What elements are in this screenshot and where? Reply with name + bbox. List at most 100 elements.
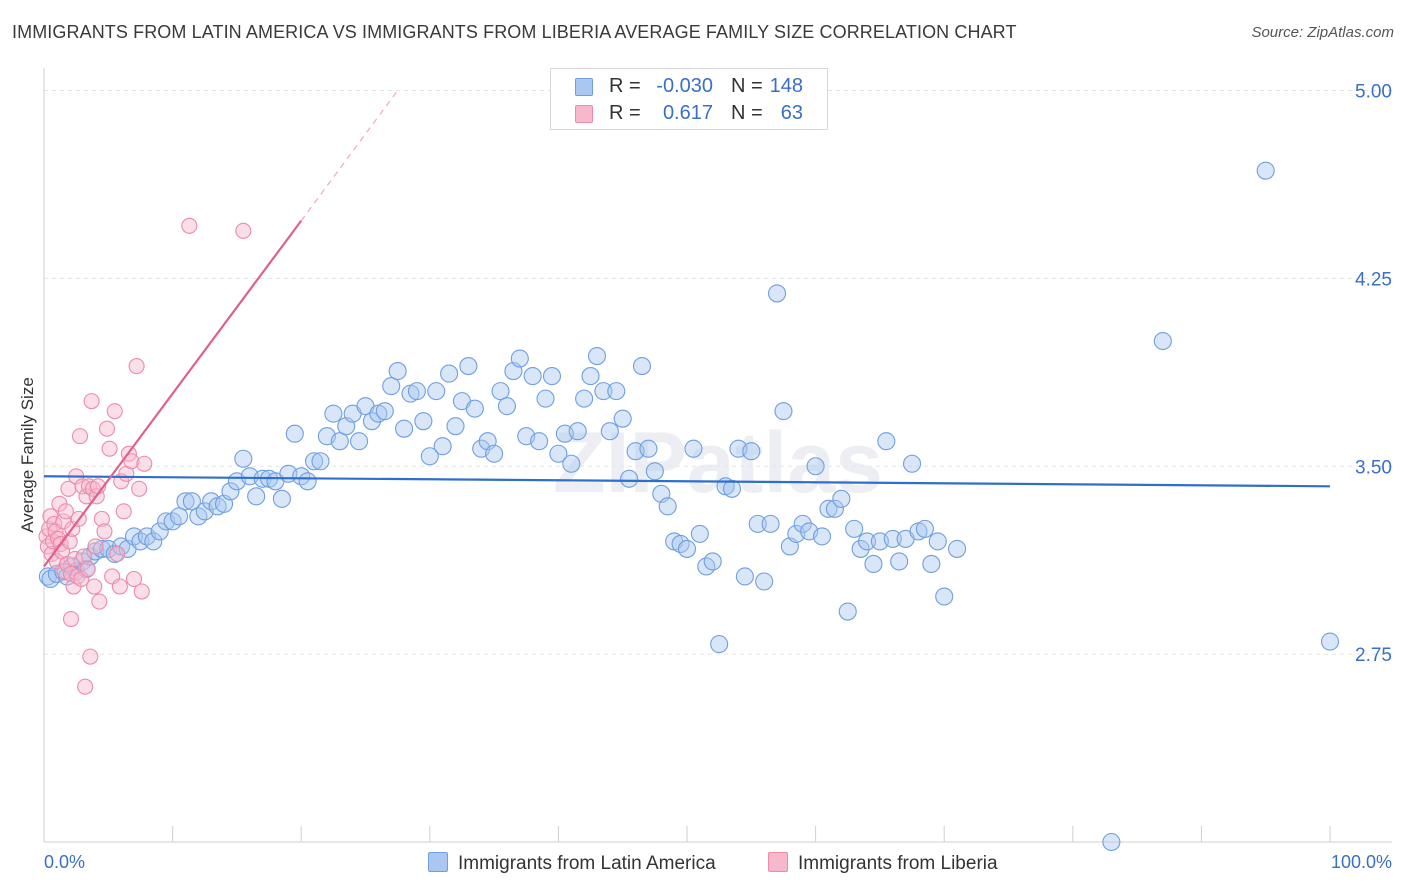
point-0-127 (838, 602, 857, 621)
point-0-102 (677, 539, 697, 558)
point-0-99 (658, 497, 677, 516)
trend-lines (43, 90, 1331, 568)
point-1-41 (91, 593, 108, 610)
legend-row-liberia: R = 0.617 N = 63 (551, 100, 827, 128)
point-0-19 (144, 532, 163, 551)
point-0-65 (440, 364, 459, 383)
point-1-58 (133, 583, 150, 600)
r-label: R = (609, 75, 641, 97)
gridlines (44, 90, 1392, 655)
point-1-45 (101, 440, 118, 457)
point-0-91 (607, 382, 626, 401)
point-0-51 (350, 432, 369, 451)
legend-swatch-liberia (768, 852, 788, 872)
point-1-35 (83, 393, 100, 410)
point-0-106 (703, 552, 722, 571)
point-0-31 (221, 482, 240, 501)
point-0-139 (915, 519, 934, 538)
trend-line-extension-1 (300, 90, 399, 222)
r-label: R = (609, 102, 641, 124)
point-0-135 (890, 552, 909, 571)
r-value: -0.030 (656, 75, 713, 97)
point-0-145 (1153, 331, 1172, 351)
point-0-41 (285, 424, 304, 443)
point-1-48 (109, 545, 126, 562)
series-legend: Immigrants from Latin America Immigrants… (0, 852, 1406, 878)
point-0-97 (645, 462, 664, 481)
point-0-82 (549, 444, 568, 463)
point-0-147 (1320, 632, 1340, 651)
point-1-15 (57, 503, 74, 520)
point-1-44 (98, 420, 116, 437)
point-0-114 (755, 572, 774, 591)
point-0-140 (922, 554, 941, 574)
point-0-84 (562, 454, 581, 473)
point-0-72 (485, 444, 504, 463)
y-tick-label-2: 4.25 (1355, 269, 1392, 290)
point-0-58 (395, 419, 414, 438)
point-0-62 (420, 447, 439, 466)
point-0-33 (234, 449, 253, 468)
trend-line-1 (43, 220, 303, 568)
point-0-45 (311, 452, 330, 471)
source-label: Source: ZipAtlas.com (1251, 24, 1394, 41)
point-0-90 (600, 422, 619, 441)
point-0-20 (150, 522, 169, 541)
point-0-130 (857, 532, 877, 551)
point-0-131 (864, 554, 883, 574)
point-1-16 (59, 555, 76, 573)
point-0-144 (1102, 832, 1121, 852)
point-0-125 (825, 499, 844, 518)
point-0-73 (491, 382, 510, 401)
point-0-133 (877, 432, 896, 451)
point-0-103 (684, 439, 703, 458)
point-0-88 (587, 346, 607, 366)
point-1-26 (71, 428, 89, 445)
y-tick-label-1: 3.50 (1355, 457, 1392, 478)
point-0-111 (735, 567, 754, 586)
point-0-141 (928, 532, 947, 551)
point-0-117 (774, 402, 793, 421)
point-0-56 (382, 377, 401, 396)
point-0-79 (530, 432, 549, 451)
point-0-66 (446, 417, 465, 436)
point-0-107 (710, 635, 729, 654)
point-0-86 (575, 389, 594, 408)
n-value: 63 (780, 102, 803, 124)
point-0-87 (581, 367, 600, 386)
point-0-116 (767, 284, 787, 303)
watermark: ZIPatlas (553, 415, 883, 511)
point-1-47 (106, 403, 123, 420)
chart-title: IMMIGRANTS FROM LATIN AMERICA VS IMMIGRA… (12, 22, 1017, 42)
trend-line-0 (43, 475, 1331, 488)
point-0-134 (883, 529, 902, 548)
point-0-24 (176, 492, 195, 511)
point-1-49 (111, 578, 128, 595)
point-1-37 (86, 578, 103, 595)
legend-label-liberia: Immigrants from Liberia (798, 853, 998, 874)
point-1-42 (93, 510, 110, 527)
point-1-56 (128, 358, 145, 375)
point-0-69 (465, 399, 484, 418)
legend-item-latin-america: Immigrants from Latin America (428, 852, 716, 875)
n-value: 148 (769, 75, 803, 97)
point-1-19 (62, 565, 80, 583)
point-1-30 (77, 678, 94, 695)
point-0-48 (330, 432, 349, 451)
point-0-112 (742, 442, 761, 461)
point-1-51 (115, 503, 132, 520)
r-value: 0.617 (662, 102, 713, 124)
point-0-120 (793, 514, 812, 533)
legend-swatch-latin-america (428, 852, 448, 872)
n-label: N = (731, 102, 763, 124)
point-0-126 (832, 489, 851, 508)
point-0-146 (1256, 161, 1275, 180)
point-1-55 (125, 570, 143, 588)
point-1-29 (75, 548, 92, 565)
point-0-81 (542, 367, 562, 386)
point-0-80 (536, 389, 555, 408)
point-1-60 (181, 217, 198, 234)
point-1-22 (66, 550, 83, 567)
point-0-39 (272, 489, 291, 508)
